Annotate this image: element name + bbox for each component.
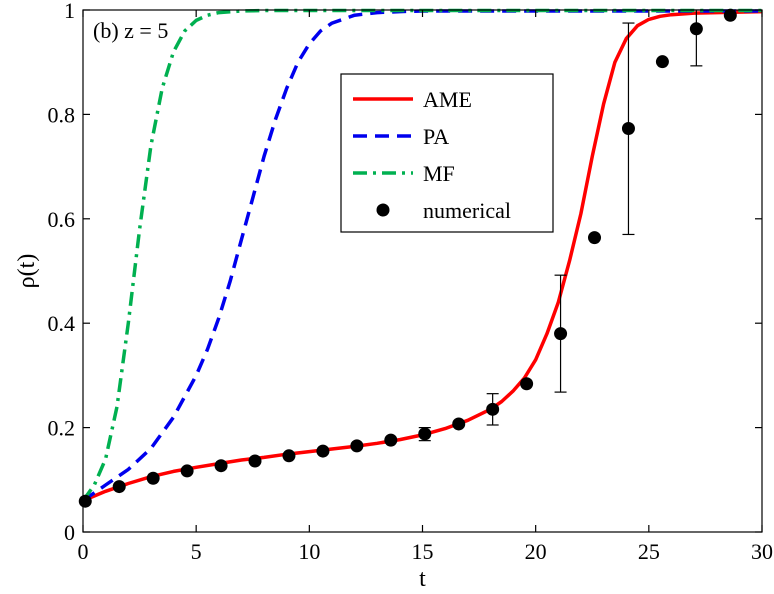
y-tick-label: 0.2 xyxy=(48,416,76,441)
numerical-point xyxy=(384,433,398,447)
numerical-point xyxy=(486,402,500,416)
numerical-point xyxy=(588,231,602,245)
numerical-point xyxy=(621,121,635,135)
numerical-point xyxy=(214,459,228,473)
numerical-point xyxy=(554,327,568,341)
legend-entry-ame: AME xyxy=(353,87,472,112)
numerical-point xyxy=(248,454,262,468)
legend-label: numerical xyxy=(423,198,511,223)
x-tick-label: 0 xyxy=(78,539,89,564)
numerical-point xyxy=(520,377,534,391)
numerical-point xyxy=(316,444,330,458)
legend-label: PA xyxy=(423,124,449,149)
x-tick-label: 25 xyxy=(638,539,660,564)
numerical-point xyxy=(282,449,296,463)
legend-label: MF xyxy=(423,161,455,186)
numerical-point xyxy=(689,22,703,36)
x-tick-label: 20 xyxy=(525,539,547,564)
legend: AME PA MF numerical xyxy=(340,73,554,233)
numerical-point xyxy=(350,439,364,453)
y-tick-label: 0.4 xyxy=(48,311,76,336)
x-axis-label: t xyxy=(419,566,426,592)
numerical-point xyxy=(112,480,126,494)
legend-label: AME xyxy=(423,87,472,112)
numerical-point xyxy=(418,427,432,441)
x-tick-label: 5 xyxy=(191,539,202,564)
numerical-point xyxy=(452,417,466,431)
numerical-point xyxy=(723,8,737,22)
legend-swatch xyxy=(376,203,390,217)
x-tick-label: 10 xyxy=(298,539,320,564)
error-bar xyxy=(690,9,703,67)
legend-entry-pa: PA xyxy=(353,124,449,149)
y-axis-label: ρ(t) xyxy=(14,254,40,289)
y-tick-label: 0 xyxy=(64,520,75,545)
numerical-point xyxy=(655,55,669,69)
y-tick-label: 0.8 xyxy=(48,102,76,127)
x-tick-label: 30 xyxy=(751,539,773,564)
series-line-pa xyxy=(83,9,762,503)
legend-entry-mf: MF xyxy=(353,161,455,186)
numerical-point xyxy=(180,464,194,478)
y-tick-label: 1 xyxy=(64,0,75,23)
ticks-layer: 0 5 10 15 20 25 30 0 0.2 0.4 0.6 0.8 1 xyxy=(48,0,774,564)
y-tick-label: 0.6 xyxy=(48,207,76,232)
numerical-point xyxy=(78,494,92,508)
panel-annotation: (b) z = 5 xyxy=(93,18,168,43)
legend-entry-numerical: numerical xyxy=(376,198,511,223)
x-tick-label: 15 xyxy=(412,539,434,564)
numerical-points-layer xyxy=(78,8,737,508)
numerical-point xyxy=(146,471,160,485)
